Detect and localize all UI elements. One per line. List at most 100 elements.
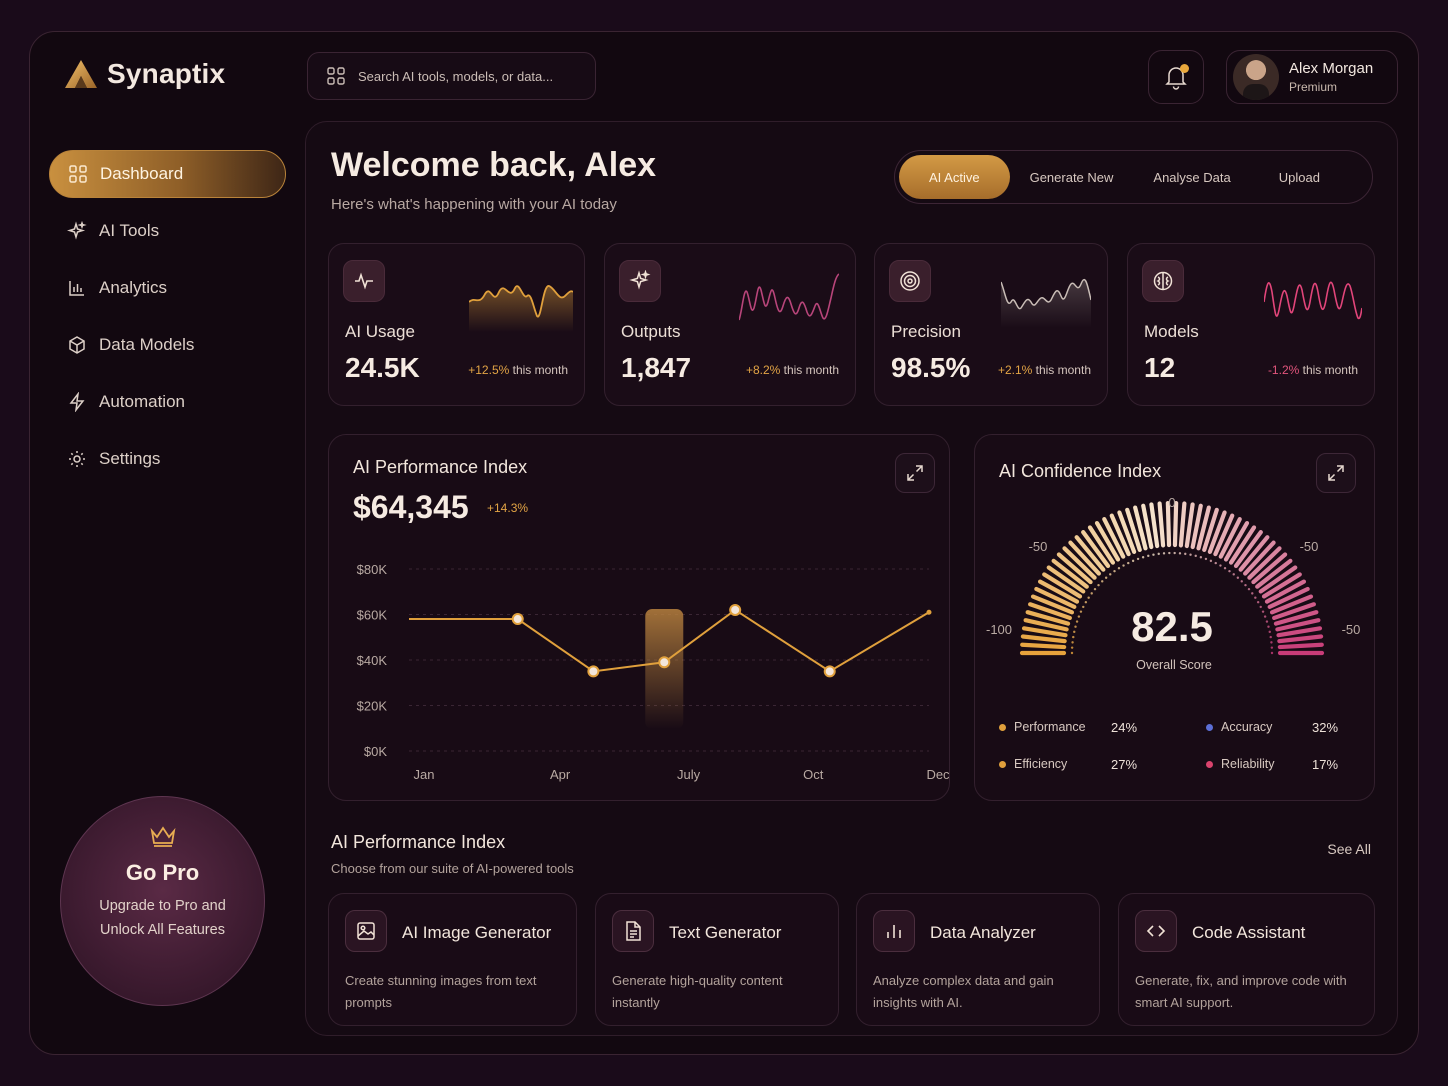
code-icon xyxy=(1135,910,1177,952)
gauge-tick xyxy=(1272,602,1316,621)
sparkline-precision xyxy=(1001,279,1091,328)
gauge-label-left: -100 xyxy=(986,622,1012,637)
tool-description: Generate, fix, and improve code with sma… xyxy=(1135,973,1347,1010)
gauge-tick xyxy=(1267,586,1310,610)
gauge-dot xyxy=(1070,651,1074,655)
see-all-link[interactable]: See All xyxy=(1327,841,1371,857)
gauge-dot xyxy=(1268,630,1271,634)
stat-card-models[interactable]: Models 12 -1.2% this month xyxy=(1127,243,1375,406)
stat-card-ai-usage[interactable]: AI Usage 24.5K +12.5% this month xyxy=(328,243,585,406)
user-profile[interactable]: Alex Morgan Premium xyxy=(1226,50,1398,104)
stat-change-percent: +12.5% xyxy=(468,363,510,377)
performance-change: +14.3% xyxy=(487,501,529,515)
tab-generate-new[interactable]: Generate New xyxy=(1029,169,1114,185)
tool-name: Code Assistant xyxy=(1192,923,1306,942)
go-pro-card[interactable]: Go Pro Upgrade to Pro and Unlock All Fea… xyxy=(60,796,265,1006)
gauge-tick xyxy=(1243,540,1276,576)
tool-card-ai-image-generator[interactable]: AI Image Generator Create stunning image… xyxy=(328,893,577,1026)
go-pro-title: Go Pro xyxy=(125,860,200,885)
data-point[interactable] xyxy=(926,609,932,615)
legend-label: Reliability xyxy=(1221,757,1275,771)
gauge-dot xyxy=(1209,559,1213,563)
gauge-tick xyxy=(1207,510,1227,554)
stat-change-percent: +2.1% xyxy=(997,363,1033,377)
sidebar-item-automation[interactable]: Automation xyxy=(49,378,286,426)
data-point[interactable] xyxy=(658,656,671,669)
tool-description: Create stunning images from text prompts xyxy=(345,973,537,1010)
data-point[interactable] xyxy=(823,665,836,678)
stat-card-precision[interactable]: Precision 98.5% +2.1% this month xyxy=(874,243,1108,406)
legend-dot xyxy=(999,760,1006,768)
tool-name: AI Image Generator xyxy=(402,923,552,942)
sidebar-item-dashboard[interactable]: Dashboard xyxy=(49,150,286,198)
sidebar-item-ai-tools[interactable]: AI Tools xyxy=(49,207,286,255)
gauge-tick xyxy=(1087,525,1116,565)
gauge-tick xyxy=(1109,513,1131,557)
stat-change: -1.2% this month xyxy=(1268,363,1358,377)
stat-change-suffix: this month xyxy=(1032,363,1091,377)
y-tick-label: $20K xyxy=(357,699,388,714)
performance-title: AI Performance Index xyxy=(353,457,528,477)
gauge-dot xyxy=(1070,646,1074,649)
stat-label: Models xyxy=(1144,322,1199,341)
gauge-dot xyxy=(1101,580,1104,583)
tab-upload[interactable]: Upload xyxy=(1278,169,1320,185)
search-input[interactable]: Search AI tools, models, or data... xyxy=(307,52,596,100)
gauge-tick xyxy=(1042,572,1083,599)
sparkline-ai-usage xyxy=(469,285,573,332)
gauge-dot xyxy=(1127,561,1130,565)
gauge-tick xyxy=(1021,626,1068,638)
stat-label: Precision xyxy=(891,322,961,341)
x-tick-label: Oct xyxy=(803,767,824,782)
gauge-dot xyxy=(1082,605,1085,609)
tab-ai-active[interactable]: AI Active xyxy=(899,155,1010,199)
expand-button[interactable] xyxy=(895,453,935,493)
x-tick-label: Apr xyxy=(550,767,571,782)
data-point[interactable] xyxy=(587,665,600,678)
notification-dot xyxy=(1180,64,1189,73)
tool-card-data-analyzer[interactable]: Data Analyzer Analyze complex data and g… xyxy=(856,893,1100,1026)
tool-card-code-assistant[interactable]: Code Assistant Generate, fix, and improv… xyxy=(1118,893,1375,1026)
gauge-dot xyxy=(1087,596,1090,599)
legend-label: Efficiency xyxy=(1014,757,1068,771)
notifications-button[interactable] xyxy=(1148,50,1204,104)
expand-icon xyxy=(907,465,923,481)
sidebar-item-analytics[interactable]: Analytics xyxy=(49,264,286,312)
stat-card-outputs[interactable]: Outputs 1,847 +8.2% this month xyxy=(604,243,856,406)
gauge-dot xyxy=(1178,552,1182,555)
gauge-dot xyxy=(1254,596,1257,599)
gauge-tick xyxy=(1184,502,1195,549)
sidebar-item-data-models[interactable]: Data Models xyxy=(49,321,286,369)
gauge-dot xyxy=(1072,635,1075,639)
gauge-tick xyxy=(1117,510,1137,554)
tab-analyse-data[interactable]: Analyse Data xyxy=(1153,169,1231,185)
tool-card-text-generator[interactable]: Text Generator Generate high-quality con… xyxy=(595,893,839,1026)
gauge-dot xyxy=(1173,551,1176,555)
grid-icon xyxy=(69,165,87,183)
expand-button[interactable] xyxy=(1316,453,1356,493)
gauge-tick xyxy=(1233,530,1263,569)
sidebar-item-label: Data Models xyxy=(99,335,195,354)
x-tick-label: July xyxy=(677,767,701,782)
sidebar-item-label: Settings xyxy=(99,449,161,468)
gauge-dot xyxy=(1147,554,1150,558)
logo[interactable]: Synaptix xyxy=(63,58,225,90)
gauge-tick xyxy=(1046,565,1086,594)
gauge-tick xyxy=(1102,517,1126,559)
stat-value: 24.5K xyxy=(345,352,420,383)
data-point[interactable] xyxy=(511,613,524,626)
gauge-dot xyxy=(1090,592,1093,595)
sparkle-icon xyxy=(619,260,661,302)
gauge-dot xyxy=(1122,564,1125,567)
sidebar-item-settings[interactable]: Settings xyxy=(49,435,286,483)
image-icon xyxy=(345,910,387,952)
gauge-tick xyxy=(1276,626,1323,638)
data-point[interactable] xyxy=(729,603,742,616)
page-subtitle: Here's what's happening with your AI tod… xyxy=(331,196,617,213)
crown-icon xyxy=(150,826,175,847)
gauge-dot xyxy=(1194,554,1197,558)
y-tick-label: $60K xyxy=(357,608,388,623)
gauge-dot xyxy=(1270,651,1274,655)
gauge-dot xyxy=(1244,583,1247,587)
stat-value: 12 xyxy=(1144,352,1176,383)
